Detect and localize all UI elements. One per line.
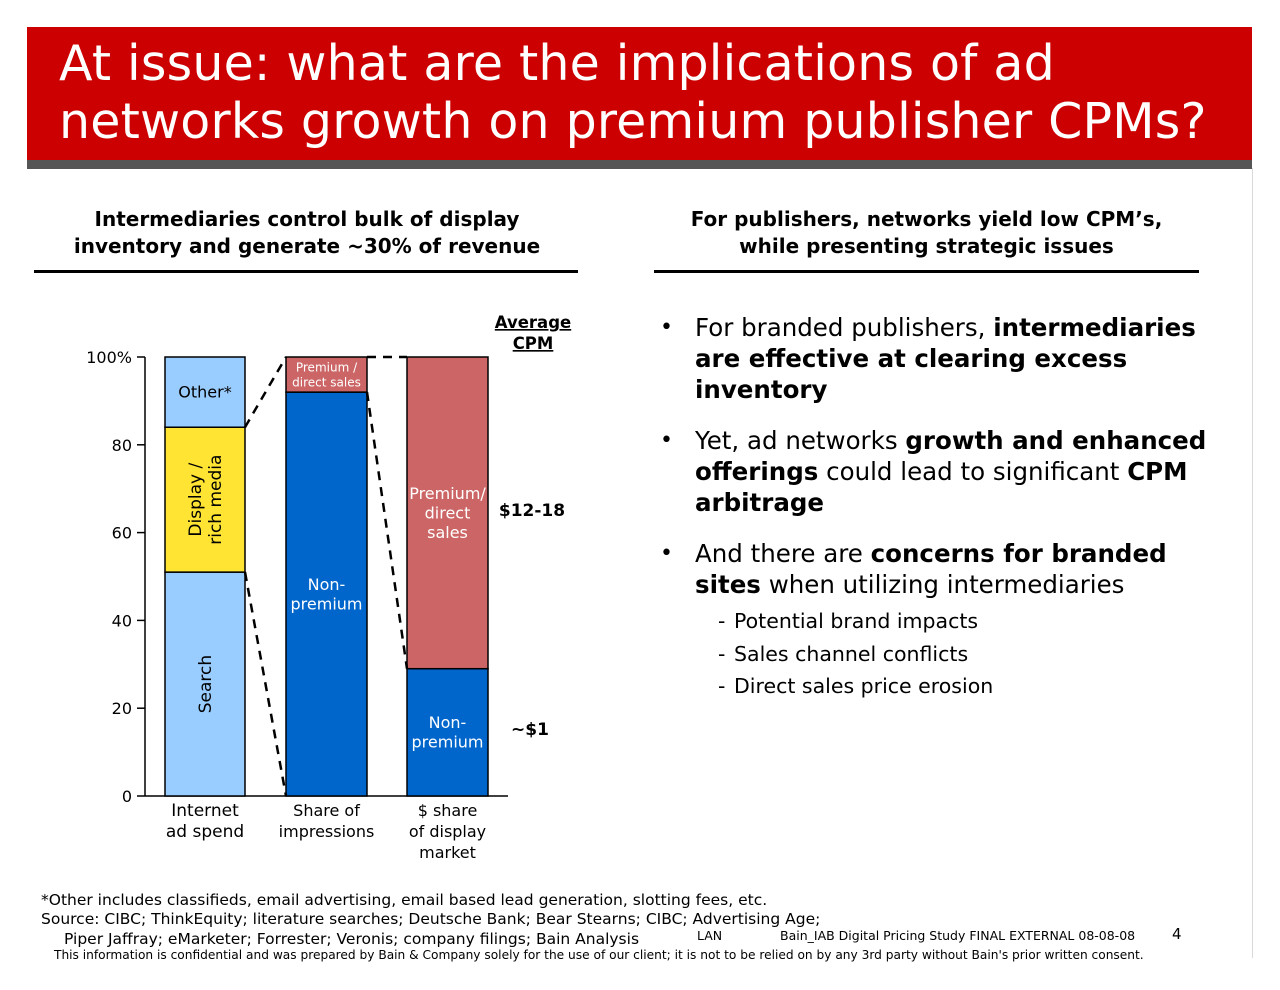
bullet-text: when utilizing intermediaries [760,570,1125,599]
segment-label: Display /rich media [186,455,226,545]
x-category-label: market [419,843,476,862]
right-heading-line-2: while presenting strategic issues [739,234,1114,258]
footer-file-name: Bain_IAB Digital Pricing Study FINAL EXT… [780,928,1136,943]
dash-icon: - [718,641,726,666]
footnote-source-1: Source: CIBC; ThinkEquity; literature se… [41,910,821,928]
x-category-label: $ share [418,801,478,820]
bullet-list: • For branded publishers, intermediaries … [660,312,1220,620]
segment-label: Other* [178,383,231,402]
cpm-label-premium: $12-18 [499,501,565,521]
y-tick-label: 20 [112,699,132,718]
footnote-source-2: Piper Jaffray; eMarketer; Forrester; Ver… [64,930,640,948]
bar-segment [406,356,489,670]
segment-label: Non- [308,575,346,594]
right-edge-divider [1252,168,1253,958]
bullet-text: And there are [695,539,871,568]
segment-label-line: rich media [206,455,226,545]
bar-segment [285,356,368,393]
bullet-dot-icon: • [660,541,673,566]
bullet-item: • For branded publishers, intermediaries … [660,312,1220,405]
y-tick-label: 60 [112,524,132,543]
title-bar: At issue: what are the implications of a… [27,27,1252,169]
cpm-header: CPM [513,334,554,353]
bar-segment [164,356,246,428]
left-heading-line-1: Intermediaries control bulk of display [94,207,520,231]
connector-line [243,571,288,797]
segment-label: Premium / [296,360,358,374]
x-category-label: Internet [171,801,239,821]
bullet-text: For branded publishers, [695,313,994,342]
segment-label: Non- [429,713,467,732]
segment-label: premium [291,594,363,613]
cpm-label-nonpremium: ~$1 [511,720,549,740]
x-category-label: Share of [293,801,360,820]
segment-label: Search [196,655,216,713]
bullet-text: intermediaries are effective at clearing… [695,313,1196,404]
right-heading-rule [654,270,1199,273]
sub-bullet-item: - Direct sales price erosion [718,670,993,703]
segment-label: premium [412,733,484,752]
page-title: At issue: what are the implications of a… [59,35,1239,151]
title-line-1: At issue: what are the implications of a… [59,35,1055,92]
y-tick-label: 100% [86,348,132,367]
sub-bullet-list: - Potential brand impacts - Sales channel c… [718,605,993,703]
sub-bullet-text: Potential brand impacts [734,609,979,633]
segment-label-line: Search [196,655,216,713]
bullet-text: Yet, ad networks [695,426,906,455]
bullet-dot-icon: • [660,428,673,453]
dash-icon: - [718,609,726,633]
bullet-item: • And there are concerns for branded site… [660,538,1220,600]
stacked-bar-chart: 0 20 40 60 80 100% Search Display /rich media Ot… [86,313,571,862]
page-number: 4 [1172,925,1182,943]
cpm-header: Average [495,313,571,332]
bullet-text: could lead to significant [818,457,1128,486]
sub-bullet-text: Sales channel conflicts [734,641,969,666]
bar-segment [285,391,368,797]
connector-line [243,356,288,428]
connector-line [365,391,409,669]
y-tick-label: 80 [112,436,132,455]
y-tick-label: 0 [122,787,132,806]
right-column-heading: For publishers, networks yield low CPM’s… [654,206,1199,260]
bullet-item: • Yet, ad networks growth and enhanced of… [660,425,1220,518]
bar-segment [164,426,246,573]
segment-label: direct [425,503,471,522]
x-category-label: impressions [279,822,375,841]
right-heading-line-1: For publishers, networks yield low CPM’s… [690,207,1163,231]
bullet-text: CPM arbitrage [695,457,1188,517]
segment-label-line: Display / [186,463,206,537]
sub-bullet-item: - Potential brand impacts [718,605,993,638]
confidentiality-notice: This information is confidential and was… [54,948,1144,962]
bar-segment [164,571,246,797]
sub-bullet-text: Direct sales price erosion [734,674,994,698]
footer-lan: LAN [697,928,723,943]
x-category-label: of display [409,822,486,841]
title-line-2: networks growth on premium publisher CPM… [59,93,1207,150]
left-heading-line-2: inventory and generate ~30% of revenue [73,234,541,258]
bullet-text: concerns for branded sites [695,539,1167,599]
left-heading-rule [34,270,578,273]
footnote-other: *Other includes classifieds, email adver… [41,891,768,909]
segment-label: Premium/ [409,484,486,503]
sub-bullet-item: - Sales channel conflicts [718,638,993,671]
left-column-heading: Intermediaries control bulk of display i… [36,206,578,260]
bullet-dot-icon: • [660,315,673,340]
dash-icon: - [718,674,726,698]
x-category-label: ad spend [166,822,244,842]
segment-label: sales [427,523,468,542]
y-tick-label: 40 [112,611,132,630]
segment-label: direct sales [292,375,361,389]
bullet-text: growth and enhanced offerings [695,426,1207,486]
